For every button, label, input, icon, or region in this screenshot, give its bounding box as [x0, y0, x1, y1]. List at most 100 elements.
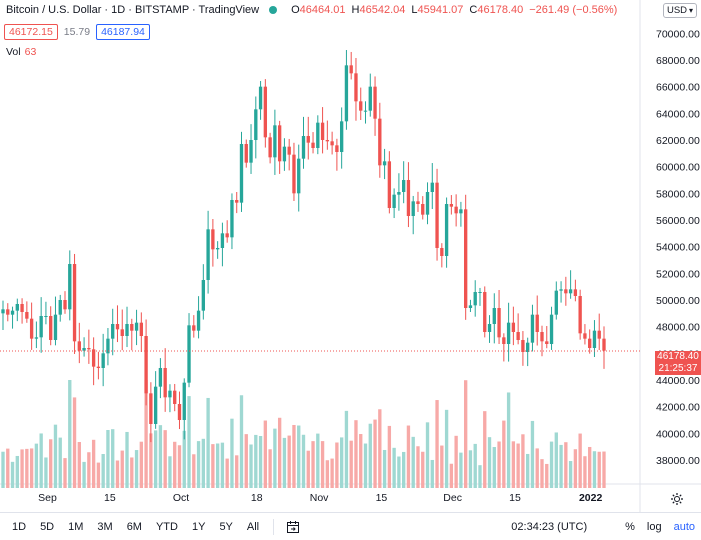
volume-bar — [573, 449, 578, 488]
timeframe-1m[interactable]: 1M — [68, 520, 84, 533]
candle-body — [196, 310, 201, 331]
candle-body — [6, 309, 10, 315]
volume-bar — [588, 446, 592, 488]
volume-bar — [225, 458, 229, 488]
candle-body — [25, 312, 29, 319]
volume-bar — [592, 451, 597, 488]
volume-bar — [473, 443, 477, 488]
timeframe-ytd[interactable]: YTD — [155, 520, 178, 533]
volume-bar — [58, 437, 62, 488]
volume-bar — [44, 457, 48, 488]
volume-bar — [311, 441, 315, 488]
volume-bar — [516, 443, 520, 488]
candle-body — [10, 310, 15, 315]
x-tick-label: Nov — [310, 492, 329, 504]
candle-body — [87, 348, 91, 350]
volume-bar — [25, 448, 29, 488]
high-key: H — [351, 4, 360, 16]
settings-gear-icon[interactable] — [670, 492, 684, 506]
candle-body — [220, 233, 225, 248]
spread-value: 15.79 — [63, 26, 91, 38]
volume-bar — [158, 425, 163, 488]
y-tick-label: 48000.00 — [656, 322, 700, 334]
date-range-icon[interactable] — [286, 520, 300, 534]
candle-body — [416, 201, 420, 204]
candle-body — [177, 404, 182, 420]
volume-bar — [268, 449, 272, 488]
low-key: L — [411, 4, 418, 16]
x-tick-label: Dec — [443, 492, 462, 504]
candle-body — [68, 264, 72, 310]
candle-body — [49, 316, 53, 340]
candle-body — [201, 280, 206, 311]
volume-bar — [277, 417, 282, 488]
candle-body — [111, 324, 115, 339]
candle-body — [516, 332, 520, 340]
volume-bar — [344, 410, 349, 488]
utc-clock[interactable]: 02:34:23 (UTC) — [511, 520, 588, 533]
last-price-value: 46178.40 — [657, 351, 699, 362]
candle-body — [149, 393, 153, 424]
x-tick-label: Sep — [38, 492, 57, 504]
volume-bar — [144, 380, 148, 488]
open-key: O — [291, 4, 300, 16]
candle-body — [125, 324, 129, 336]
volume-bar — [578, 433, 582, 488]
volume-bar — [34, 443, 39, 488]
volume-bar — [506, 392, 511, 488]
timeframe-1d[interactable]: 1D — [12, 520, 27, 533]
candle-body — [549, 314, 554, 344]
symbol-title[interactable]: Bitcoin / U.S. Dollar · 1D · BITSTAMP · … — [6, 4, 260, 16]
volume-bar — [540, 459, 544, 488]
candle-body — [344, 65, 349, 122]
change-value: −261.49 (−0.56%) — [529, 4, 618, 16]
candle-body — [158, 368, 163, 387]
auto-scale-button[interactable]: auto — [673, 520, 695, 533]
x-tick-label: 15 — [104, 492, 116, 504]
candle-body — [421, 204, 425, 215]
timeframe-1y[interactable]: 1Y — [191, 520, 206, 533]
volume-legend[interactable]: Vol 63 — [6, 46, 36, 58]
log-scale-button[interactable]: log — [646, 520, 662, 533]
ask-button[interactable]: 46187.94 — [96, 24, 150, 40]
volume-bar — [301, 434, 306, 488]
candle-body — [530, 314, 535, 343]
bid-button[interactable]: 46172.15 — [4, 24, 58, 40]
volume-bar — [1, 451, 5, 488]
volume-bar — [440, 445, 444, 488]
timeframe-all[interactable]: All — [246, 520, 260, 533]
percent-scale-button[interactable]: % — [625, 520, 635, 533]
volume-bar — [20, 449, 24, 488]
timeframe-5d[interactable]: 5D — [40, 520, 55, 533]
currency-label: USD — [666, 5, 688, 16]
volume-bar — [239, 395, 244, 488]
volume-bar — [49, 439, 53, 488]
volume-bar — [354, 420, 358, 488]
market-status-dot — [269, 6, 278, 14]
volume-bar — [173, 441, 177, 488]
candle-body — [168, 390, 172, 398]
candle-body — [521, 340, 525, 352]
y-tick-label: 42000.00 — [656, 402, 700, 414]
chart-header: Bitcoin / U.S. Dollar · 1D · BITSTAMP · … — [0, 0, 640, 20]
candle-body — [411, 201, 415, 216]
timeframe-5y[interactable]: 5Y — [219, 520, 233, 533]
volume-bar — [535, 448, 539, 488]
candle-body — [392, 194, 396, 208]
currency-selector[interactable]: USD ▾ — [663, 3, 697, 18]
volume-bar — [134, 450, 139, 488]
volume-bar — [526, 453, 530, 488]
timeframe-6m[interactable]: 6M — [126, 520, 142, 533]
volume-bar — [292, 424, 296, 488]
candle-body — [187, 325, 191, 383]
candle-body — [239, 144, 244, 203]
y-tick-label: 62000.00 — [656, 135, 700, 147]
volume-bar — [325, 460, 330, 488]
timeframe-3m[interactable]: 3M — [97, 520, 113, 533]
candle-body — [559, 289, 563, 291]
y-tick-label: 52000.00 — [656, 268, 700, 280]
volume-bar — [378, 409, 382, 488]
volume-bar — [444, 409, 449, 488]
candle-body — [39, 316, 43, 338]
